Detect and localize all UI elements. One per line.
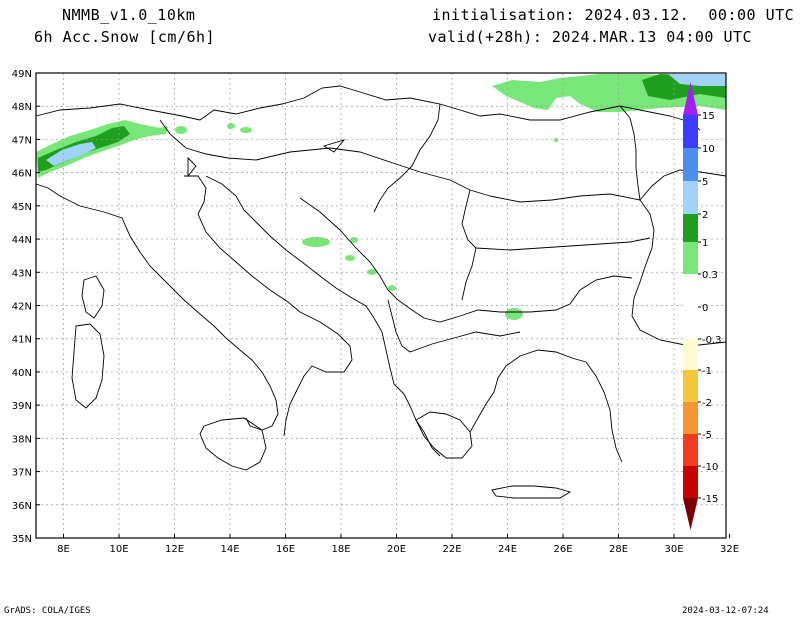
- snow-patch: [302, 237, 330, 247]
- colorbar-label: -15: [702, 494, 718, 505]
- lat-label: 42N: [12, 302, 32, 313]
- lon-label: 16E: [276, 544, 295, 555]
- colorbar-label: -5: [702, 430, 712, 441]
- snow-ukraine-heavy: [668, 74, 726, 86]
- snow-alps-heavy: [46, 142, 96, 166]
- colorbar-segment: [683, 466, 698, 498]
- lon-label: 18E: [331, 544, 350, 555]
- lon-label: 22E: [442, 544, 461, 555]
- lat-label: 43N: [12, 268, 32, 279]
- lat-label: 36N: [12, 501, 32, 512]
- field-name: 6h Acc.Snow [cm/6h]: [34, 28, 216, 46]
- lon-label: 8E: [57, 544, 70, 555]
- snow-patch: [175, 126, 187, 134]
- snow-patch: [554, 138, 558, 142]
- lat-label: 44N: [12, 235, 32, 246]
- snow-patch: [227, 123, 235, 129]
- colorbar-label: -10: [702, 462, 718, 473]
- lat-label: 37N: [12, 468, 32, 479]
- snow-patch: [345, 255, 355, 261]
- lon-label: 24E: [498, 544, 517, 555]
- colorbar-label: 0: [702, 303, 708, 314]
- colorbar-label: 5: [702, 177, 708, 188]
- colorbar-segment: [683, 214, 698, 242]
- colorbar-label: 0.3: [702, 270, 718, 281]
- lon-label: 26E: [553, 544, 572, 555]
- lat-label: 47N: [12, 135, 32, 146]
- snow-patch: [240, 127, 252, 133]
- lon-label: 14E: [220, 544, 239, 555]
- colorbar-label: -1: [702, 366, 712, 377]
- latitude-labels: 49N 48N 47N 46N 45N 44N 43N 42N 41N 40N 39N 38N 37N 3…: [12, 69, 40, 545]
- valid-time: valid(+28h): 2024.MAR.13 04:00 UTC: [428, 28, 753, 46]
- lat-label: 46N: [12, 169, 32, 180]
- colorbar-label: -2: [702, 398, 712, 409]
- footer-left: GrADS: COLA/IGES: [4, 606, 91, 616]
- lat-label: 38N: [12, 434, 32, 445]
- colorbar-label: 15: [702, 111, 715, 122]
- colorbar: 15 10 5 2 1 0.3 0 -0.3 -1 -2 -5 -10 -15: [683, 82, 722, 530]
- colorbar-label: -0.3: [702, 335, 722, 346]
- colorbar-label: 10: [702, 144, 715, 155]
- colorbar-top-triangle: [683, 82, 698, 115]
- colorbar-segment: [683, 181, 698, 214]
- colorbar-segment: [683, 370, 698, 402]
- colorbar-segment: [683, 148, 698, 181]
- lat-label: 35N: [12, 534, 32, 545]
- longitude-labels: 8E 10E 12E 14E 16E 18E 20E 22E 24E 26E 28E 30E 32E: [57, 534, 739, 555]
- lat-label: 49N: [12, 69, 32, 80]
- coastlines-borders: [35, 85, 727, 499]
- init-time: initialisation: 2024.03.12. 00:00 UTC: [432, 6, 795, 24]
- lon-label: 32E: [720, 544, 739, 555]
- footer-right: 2024-03-12-07:24: [682, 606, 769, 616]
- lat-label: 45N: [12, 202, 32, 213]
- snow-alps-light: [36, 120, 168, 178]
- snow-areas: [36, 74, 726, 320]
- snow-patch: [505, 308, 523, 320]
- lon-label: 30E: [664, 544, 683, 555]
- colorbar-segment: [683, 434, 698, 466]
- colorbar-segment: [683, 339, 698, 370]
- colorbar-bottom-triangle: [683, 498, 698, 530]
- lon-label: 28E: [609, 544, 628, 555]
- colorbar-segment: [683, 242, 698, 274]
- lat-label: 41N: [12, 335, 32, 346]
- colorbar-segment: [683, 115, 698, 148]
- colorbar-segment: [683, 274, 698, 339]
- lon-label: 10E: [109, 544, 128, 555]
- colorbar-label: 2: [702, 210, 708, 221]
- model-name: NMMB_v1.0_10km: [62, 6, 196, 24]
- lon-label: 20E: [387, 544, 406, 555]
- snow-patch: [350, 237, 358, 243]
- lat-label: 48N: [12, 102, 32, 113]
- snow-patch: [388, 285, 396, 291]
- lat-lon-grid: [36, 73, 726, 538]
- lat-label: 40N: [12, 368, 32, 379]
- lat-label: 39N: [12, 401, 32, 412]
- lon-label: 12E: [165, 544, 184, 555]
- colorbar-label: 1: [702, 238, 708, 249]
- colorbar-segment: [683, 402, 698, 434]
